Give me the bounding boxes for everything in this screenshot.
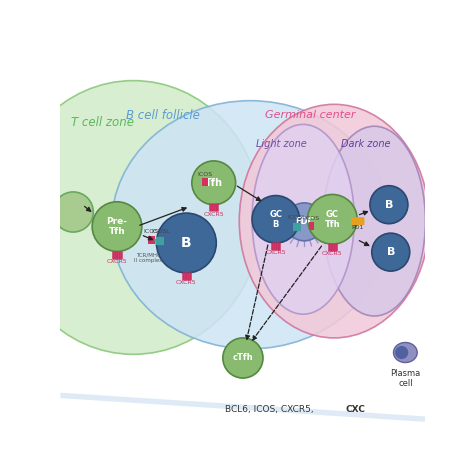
- Text: CXCR5: CXCR5: [322, 251, 343, 256]
- Text: Germinal center: Germinal center: [265, 110, 356, 120]
- FancyArrowPatch shape: [253, 246, 321, 340]
- Text: GC
Tfh: GC Tfh: [325, 210, 340, 229]
- Text: Dark zone: Dark zone: [341, 139, 391, 149]
- Text: CXCR5: CXCR5: [176, 280, 197, 285]
- Ellipse shape: [6, 81, 261, 355]
- Text: CXC: CXC: [345, 405, 365, 414]
- Text: ICOSL: ICOSL: [288, 215, 306, 220]
- Text: ICOS: ICOS: [144, 229, 159, 234]
- Ellipse shape: [239, 104, 429, 338]
- Text: Pre-
Tfh: Pre- Tfh: [107, 217, 128, 237]
- Ellipse shape: [323, 126, 425, 316]
- Circle shape: [372, 233, 410, 271]
- Text: ICOS: ICOS: [304, 216, 319, 221]
- Circle shape: [192, 161, 236, 205]
- Circle shape: [308, 194, 357, 244]
- FancyArrowPatch shape: [359, 211, 367, 215]
- Text: CXCR5: CXCR5: [107, 259, 128, 264]
- Text: B cell follicle: B cell follicle: [126, 109, 200, 122]
- Text: B: B: [385, 200, 393, 210]
- Bar: [148, 236, 155, 245]
- FancyArrowPatch shape: [84, 206, 91, 211]
- Circle shape: [156, 213, 216, 273]
- Text: FDC: FDC: [295, 218, 314, 227]
- Text: PD1: PD1: [352, 225, 364, 230]
- Text: B: B: [181, 236, 191, 250]
- FancyArrowPatch shape: [246, 245, 268, 339]
- Bar: [309, 222, 314, 229]
- FancyArrowPatch shape: [143, 236, 153, 240]
- Ellipse shape: [111, 100, 389, 349]
- Text: Tfh: Tfh: [205, 178, 223, 188]
- Text: CXCR5: CXCR5: [265, 250, 286, 255]
- Circle shape: [53, 192, 93, 232]
- Ellipse shape: [395, 346, 408, 359]
- Text: CXCR5: CXCR5: [203, 211, 224, 217]
- FancyArrowPatch shape: [237, 186, 261, 201]
- FancyBboxPatch shape: [351, 217, 365, 225]
- Polygon shape: [61, 392, 425, 422]
- Circle shape: [223, 338, 263, 378]
- Ellipse shape: [393, 343, 417, 363]
- Circle shape: [252, 196, 300, 243]
- Circle shape: [92, 202, 142, 251]
- Text: TCR/MHC
II complex: TCR/MHC II complex: [134, 252, 162, 263]
- FancyArrowPatch shape: [359, 241, 369, 246]
- Text: Plasma
cell: Plasma cell: [390, 369, 420, 388]
- Text: cTfh: cTfh: [233, 354, 253, 363]
- Text: GC
B: GC B: [269, 210, 283, 229]
- Text: ICOS: ICOS: [197, 172, 212, 177]
- Bar: [202, 178, 208, 186]
- Text: BCL6, ICOS, CXCR5,: BCL6, ICOS, CXCR5,: [225, 405, 319, 414]
- FancyArrowPatch shape: [140, 208, 186, 225]
- Ellipse shape: [252, 124, 354, 314]
- Text: B: B: [387, 247, 395, 257]
- Circle shape: [370, 186, 408, 224]
- Text: T cell zone: T cell zone: [72, 116, 135, 129]
- Text: Light zone: Light zone: [255, 139, 307, 149]
- Text: ICOSL: ICOSL: [151, 229, 170, 234]
- Circle shape: [285, 203, 323, 241]
